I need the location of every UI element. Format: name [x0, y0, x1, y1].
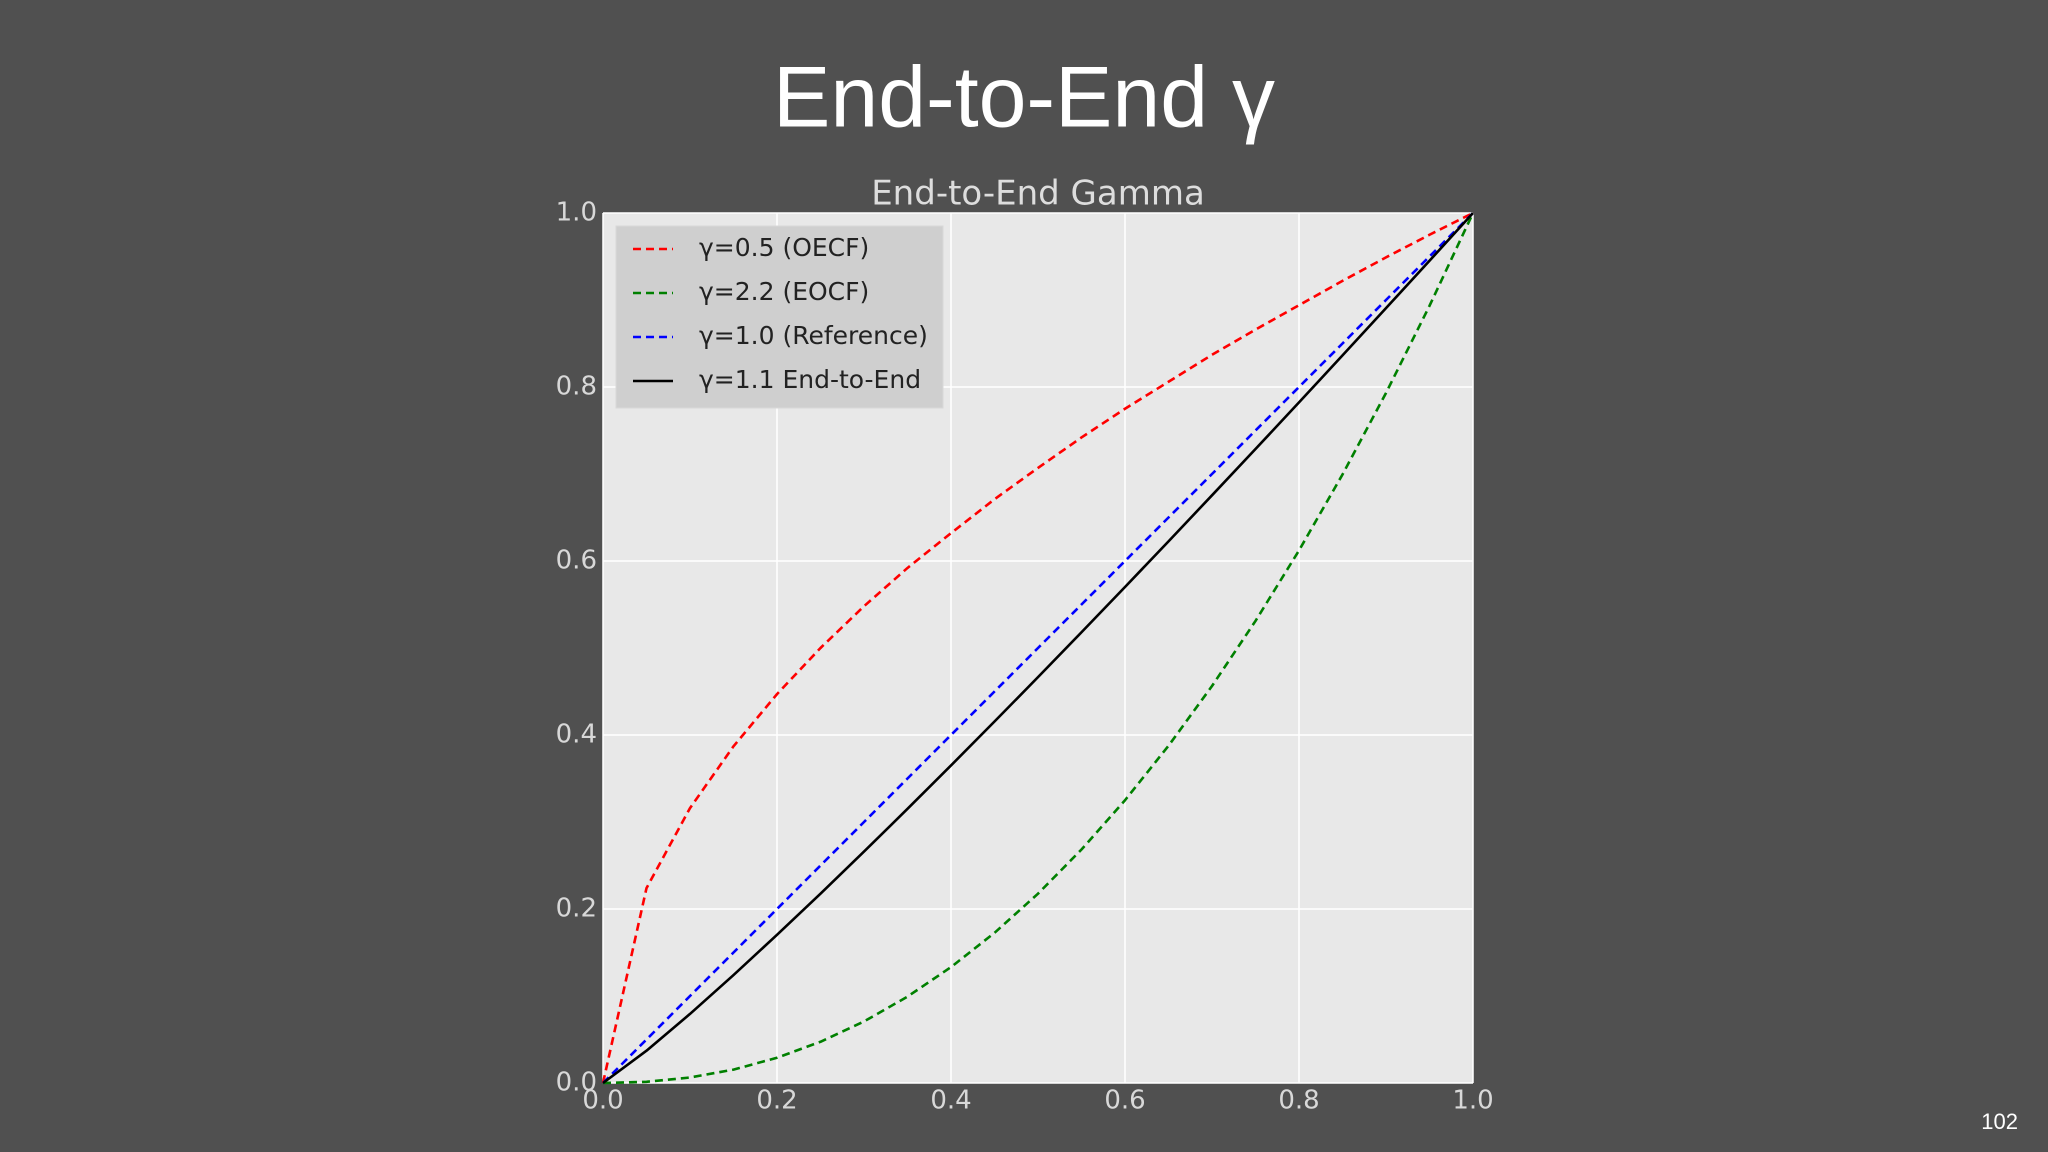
series-line	[602, 212, 1475, 1085]
series-line	[602, 212, 1474, 1085]
y-tick-label: 0.4	[556, 720, 597, 750]
x-tick-label: 0.4	[930, 1086, 971, 1116]
x-tick-label: 1.0	[1452, 1086, 1493, 1116]
grid	[602, 212, 1474, 1084]
y-tick-label: 1.0	[556, 198, 597, 228]
y-tick-label: 0.2	[556, 894, 597, 924]
legend-label: γ=0.5 (OECF)	[699, 233, 869, 262]
x-tick-label: 0.6	[1104, 1086, 1145, 1116]
series-line	[601, 211, 1474, 1084]
slide-title: End-to-End γ	[773, 50, 1275, 146]
x-tick-label: 0.0	[582, 1086, 623, 1116]
legend-label: γ=2.2 (EOCF)	[699, 277, 869, 306]
legend-label: γ=1.0 (Reference)	[699, 321, 928, 350]
series-line	[602, 212, 1474, 1084]
page-number: 102	[1981, 1109, 2018, 1134]
y-tick-label: 0.0	[556, 1068, 597, 1098]
legend-box	[615, 225, 944, 409]
lines	[601, 211, 1475, 1085]
legend: γ=0.5 (OECF) γ=2.2 (EOCF) γ=1.0 (Reference…	[615, 225, 944, 409]
y-tick-label: 0.8	[556, 372, 597, 402]
y-tick-label: 0.6	[556, 546, 597, 576]
legend-label: γ=1.1 End-to-End	[699, 365, 921, 394]
chart-title: End-to-End Gamma	[871, 174, 1205, 214]
ticks: 0.0 0.2 0.4 0.6 0.8 1.0 0.0 0.2 0.4 0.6 0.8 1.0	[556, 198, 1494, 1116]
x-tick-label: 0.8	[1278, 1086, 1319, 1116]
x-tick-label: 0.2	[756, 1086, 797, 1116]
